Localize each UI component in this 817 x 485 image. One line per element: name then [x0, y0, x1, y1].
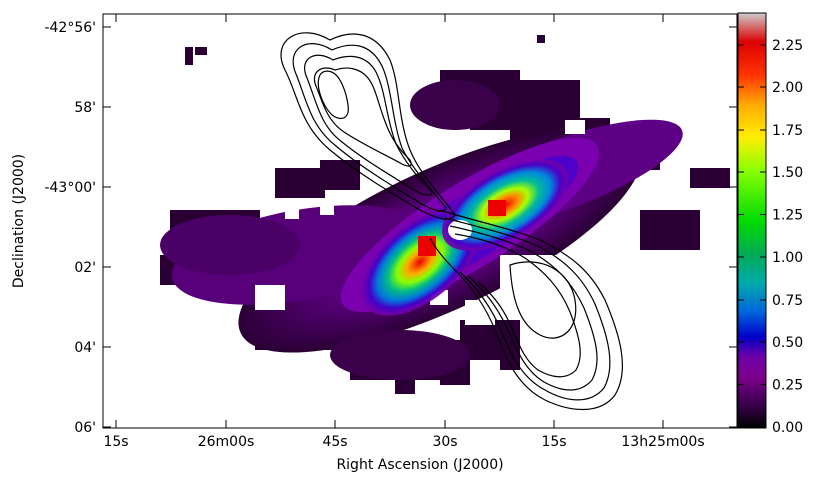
- y-tick-label: -42°56': [44, 20, 96, 36]
- y-tick-label: 02': [74, 260, 96, 276]
- colorbar-tick-label: 1.50: [772, 165, 803, 181]
- x-tick-label: 13h25m00s: [621, 434, 704, 450]
- y-tick-label: 04': [74, 340, 96, 356]
- x-tick-label: 26m00s: [198, 434, 255, 450]
- x-tick-label: 30s: [432, 434, 457, 450]
- colorbar-tick-label: 0.75: [772, 293, 803, 309]
- colorbar-tick-label: 1.00: [772, 250, 803, 266]
- colorbar-tick-labels: 0.00 0.25 0.50 0.75 1.00 1.25 1.50 1.75 …: [772, 38, 803, 436]
- y-axis-title: Declination (J2000): [11, 154, 27, 288]
- radio-contours: [280, 32, 624, 411]
- y-tick-label: -43°00': [44, 180, 96, 196]
- x-tick-label: 15s: [541, 434, 566, 450]
- x-tick-marks: [115, 14, 664, 428]
- colorbar-tick-label: 2.25: [772, 38, 803, 54]
- x-tick-label: 45s: [322, 434, 347, 450]
- emission-map: [160, 35, 730, 394]
- x-tick-labels: 15s 26m00s 45s 30s 15s 13h25m00s: [103, 434, 704, 450]
- x-tick-label: 15s: [103, 434, 128, 450]
- y-tick-marks: [103, 26, 737, 428]
- y-tick-label: 06': [74, 420, 96, 436]
- colorbar-tick-label: 0.50: [772, 335, 803, 351]
- colorbar-tick-label: 1.75: [772, 123, 803, 139]
- colorbar-tick-label: 1.25: [772, 208, 803, 224]
- colorbar-tick-marks: [738, 44, 766, 428]
- colorbar: [737, 12, 767, 429]
- y-tick-labels: -42°56' 58' -43°00' 02' 04' 06': [44, 20, 96, 436]
- colorbar-tick-label: 0.25: [772, 378, 803, 394]
- y-tick-label: 58': [74, 100, 96, 116]
- colorbar-tick-label: 2.00: [772, 80, 803, 96]
- colorbar-tick-label: 0.00: [772, 420, 803, 436]
- x-axis-title: Right Ascension (J2000): [336, 457, 503, 473]
